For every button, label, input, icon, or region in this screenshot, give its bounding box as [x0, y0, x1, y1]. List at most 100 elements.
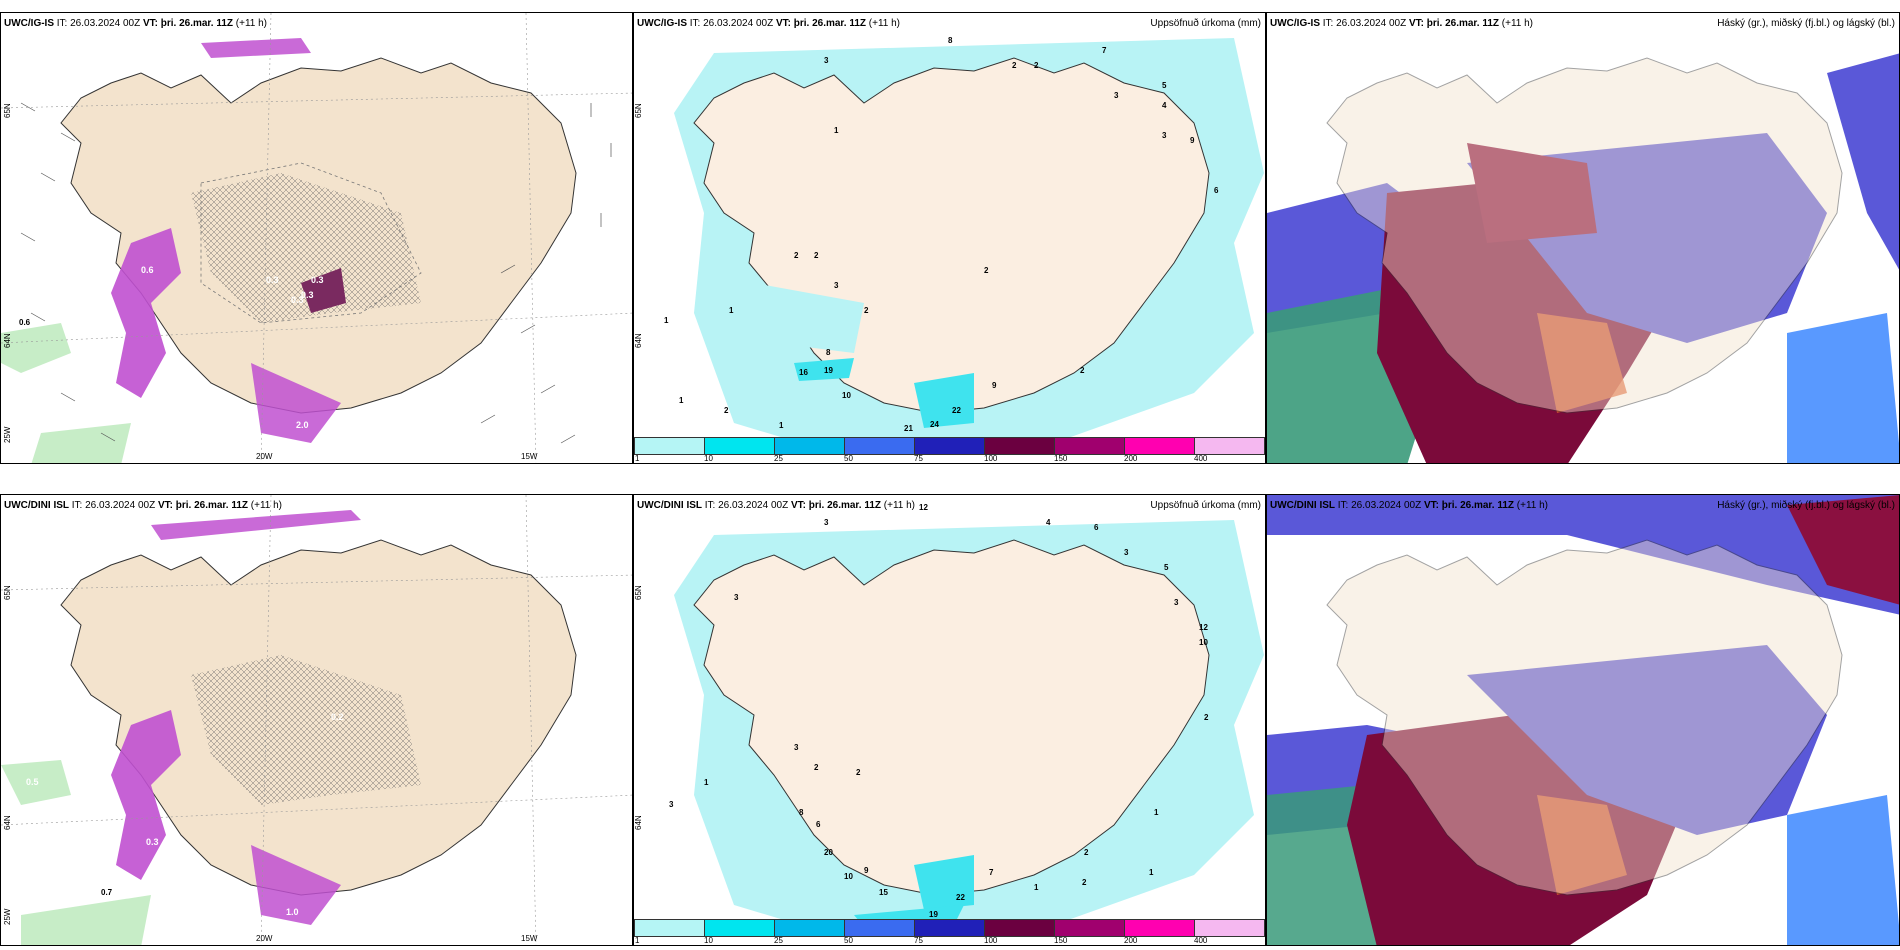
panel-clouds-row2: UWC/DINI ISL IT: 26.03.2024 00Z VT: þri.…: [1266, 494, 1900, 946]
panel-header: UWC/IG-IS IT: 26.03.2024 00Z VT: þri. 26…: [637, 18, 900, 29]
precip-label: 0.3: [266, 275, 279, 285]
precip-label: 0.2: [331, 712, 344, 722]
map-accum-row1: 8 2 2 7 3 4 5 3 9 6 3 1 2 2 3 2 1 1 2 2 …: [634, 13, 1265, 463]
precip-label: 0.3: [291, 295, 304, 305]
value-label: 7: [1102, 46, 1107, 55]
value-label: 3: [824, 56, 829, 65]
value-label: 22: [956, 893, 965, 902]
value-label: 3: [794, 743, 799, 752]
legend-label: 150: [1054, 936, 1068, 945]
precip-label: 0.3: [311, 275, 324, 285]
lat-label: 65N: [3, 585, 12, 600]
value-label: 3: [1162, 131, 1167, 140]
value-label: 10: [1199, 638, 1208, 647]
color-legend: [634, 437, 1265, 455]
value-label: 20: [824, 848, 833, 857]
magenta-precip: [111, 228, 181, 398]
legend-swatch: [844, 919, 914, 937]
panel-wind-precip-row2: 0.5 0.2 0.3 0.7 1.0 UWC/DINI ISL IT: 26.…: [0, 494, 633, 946]
value-label: 9: [864, 866, 869, 875]
value-label: 12: [919, 503, 928, 512]
value-label: 6: [1094, 523, 1099, 532]
legend-label: 200: [1124, 936, 1138, 945]
precip-label: 2.0: [296, 420, 309, 430]
value-label: 4: [1046, 518, 1051, 527]
value-label: 8: [799, 808, 804, 817]
legend-label: 1: [635, 454, 640, 463]
legend-swatch: [634, 437, 704, 455]
value-label: 1: [1154, 808, 1159, 817]
legend-label: 10: [704, 454, 713, 463]
value-label: 3: [824, 518, 829, 527]
legend-label: 75: [914, 936, 923, 945]
panel-header: UWC/IG-IS IT: 26.03.2024 00Z VT: þri. 26…: [1270, 18, 1533, 29]
lat-label: 64N: [634, 815, 643, 830]
panel-header: UWC/IG-IS IT: 26.03.2024 00Z VT: þri. 26…: [4, 18, 267, 29]
value-label: 1: [779, 421, 784, 430]
legend-swatch: [914, 437, 984, 455]
panel-clouds-row1: UWC/IG-IS IT: 26.03.2024 00Z VT: þri. 26…: [1266, 12, 1900, 464]
panel-title: Háský (gr.), miðský (fj.bl.) og lágský (…: [1717, 18, 1895, 29]
value-label: 15: [879, 888, 888, 897]
precip-label: 0.7: [101, 888, 113, 897]
value-label: 1: [1034, 883, 1039, 892]
value-label: 1: [834, 126, 839, 135]
map-clouds-row1: [1267, 13, 1899, 463]
value-label: 2: [856, 768, 861, 777]
legend-swatch: [1124, 437, 1194, 455]
legend-label: 150: [1054, 454, 1068, 463]
legend-label: 50: [844, 936, 853, 945]
value-label: 3: [1124, 548, 1129, 557]
map-accum-row2: 12 3 4 6 3 5 3 12 10 2 1 3 3 2 2 1 3 8 6…: [634, 495, 1265, 945]
value-label: 2: [864, 306, 869, 315]
value-label: 16: [799, 368, 808, 377]
panel-wind-precip-row1: 0.6 0.3 0.3 0.3 0.3 2.0 0.6 UWC/IG-IS IT…: [0, 12, 633, 464]
value-label: 12: [1199, 623, 1208, 632]
value-label: 2: [1084, 848, 1089, 857]
value-label: 2: [984, 266, 989, 275]
value-label: 1: [679, 396, 684, 405]
legend-label: 100: [984, 936, 998, 945]
lon-label: 20W: [256, 452, 273, 461]
value-label: 6: [816, 820, 821, 829]
legend-swatch: [704, 919, 774, 937]
value-label: 2: [1082, 878, 1087, 887]
value-label: 3: [734, 593, 739, 602]
iceland-landmass: [1326, 539, 1843, 896]
value-label: 3: [834, 281, 839, 290]
value-label: 24: [930, 420, 939, 429]
iceland-landmass: [693, 539, 1210, 896]
value-label: 9: [992, 381, 997, 390]
precip-label: 0.3: [301, 290, 314, 300]
value-label: 1: [664, 316, 669, 325]
precip-label: 0.5: [26, 777, 39, 787]
panel-header: UWC/DINI ISL IT: 26.03.2024 00Z VT: þri.…: [1270, 500, 1548, 511]
value-label: 2: [724, 406, 729, 415]
legend-swatch: [914, 919, 984, 937]
lat-label: 65N: [3, 103, 12, 118]
legend-swatch: [1124, 919, 1194, 937]
panel-accum-precip-row1: 8 2 2 7 3 4 5 3 9 6 3 1 2 2 3 2 1 1 2 2 …: [633, 12, 1266, 464]
value-label: 22: [952, 406, 961, 415]
color-legend: [634, 919, 1265, 937]
value-label: 2: [1204, 713, 1209, 722]
precip-label: 0.3: [146, 837, 159, 847]
legend-swatch: [844, 437, 914, 455]
map-wind-row1: 0.6 0.3 0.3 0.3 0.3 2.0 0.6: [1, 13, 632, 463]
legend-swatch: [774, 919, 844, 937]
legend-label: 25: [774, 936, 783, 945]
value-label: 5: [1164, 563, 1169, 572]
value-label: 1: [704, 778, 709, 787]
value-label: 3: [1174, 598, 1179, 607]
legend-swatch: [1194, 919, 1265, 937]
value-label: 1: [729, 306, 734, 315]
legend-swatch: [984, 919, 1054, 937]
precip-label: 0.6: [19, 318, 31, 327]
value-label: 2: [1034, 61, 1039, 70]
legend-label: 75: [914, 454, 923, 463]
legend-label: 400: [1194, 936, 1208, 945]
lon-label: 15W: [521, 452, 538, 461]
legend-swatch: [984, 437, 1054, 455]
legend-swatch: [1054, 919, 1124, 937]
panel-title: Háský (gr.), miðský (fj.bl.) og lágský (…: [1717, 500, 1895, 511]
